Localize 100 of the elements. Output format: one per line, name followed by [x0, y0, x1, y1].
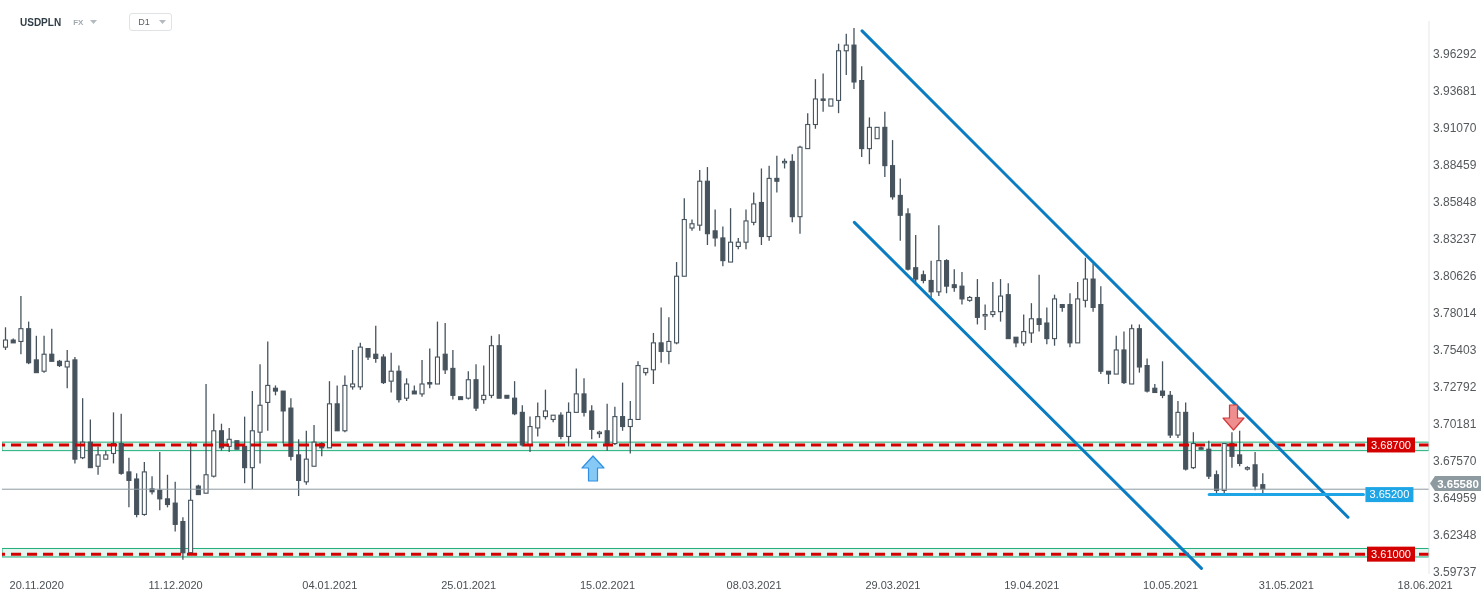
candlestick [1159, 360, 1166, 399]
candlestick [558, 411, 564, 440]
candlestick [465, 370, 471, 401]
candlestick [427, 347, 433, 389]
y-tick-label: 3.72792 [1433, 380, 1477, 395]
candlestick [1252, 451, 1258, 491]
candlestick [64, 349, 70, 389]
x-tick-label: 08.03.2021 [726, 578, 782, 591]
candlestick [928, 259, 934, 299]
chart-title: USDPLN [20, 16, 62, 28]
y-tick-label: 3.93681 [1433, 84, 1477, 99]
candlestick [126, 457, 132, 509]
x-tick-label: 11.12.2020 [148, 578, 203, 591]
candlestick [1021, 313, 1027, 347]
x-tick-label: 10.05.2021 [1143, 578, 1199, 591]
candlestick [1082, 257, 1088, 309]
candlestick [49, 328, 55, 362]
y-tick-label: 3.96292 [1433, 46, 1477, 61]
candlestick [1036, 274, 1042, 333]
candlestick [535, 401, 541, 438]
candlestick [743, 208, 749, 250]
x-tick-label: 25.01.2021 [441, 578, 497, 591]
candlestick [720, 225, 726, 267]
chart-subtitle: FX [73, 17, 84, 27]
candlestick [620, 381, 626, 432]
candlestick [990, 281, 996, 318]
candlestick [280, 390, 286, 445]
candlestick [573, 367, 579, 413]
y-tick-label: 3.59737 [1433, 565, 1477, 580]
candlestick [1175, 400, 1181, 439]
data-label: 3.65200 [1369, 488, 1410, 501]
candlestick [419, 359, 425, 398]
candlestick [959, 271, 965, 306]
y-tick-label: 3.85848 [1433, 195, 1477, 210]
candlestick [442, 322, 448, 375]
candlestick [1028, 302, 1034, 344]
candlestick [658, 306, 664, 364]
candlestick [866, 116, 872, 165]
candlestick [728, 207, 734, 263]
candlestick [157, 451, 163, 511]
ref-line-label: 3.65580 [1437, 477, 1479, 490]
candlestick [18, 295, 24, 355]
candlestick [897, 177, 903, 242]
y-tick-label: 3.70181 [1433, 417, 1477, 432]
candlestick [1237, 430, 1243, 467]
y-tick-label: 3.78014 [1433, 306, 1477, 321]
y-tick-label: 3.83237 [1433, 232, 1477, 247]
candlestick [581, 377, 587, 418]
candlestick [373, 325, 379, 364]
x-tick-label: 31.05.2021 [1258, 578, 1314, 591]
candlestick [751, 191, 757, 226]
candlestick [203, 383, 209, 494]
candlestick [1044, 306, 1050, 345]
y-tick-label: 3.88459 [1433, 158, 1477, 173]
y-tick-label: 3.62348 [1433, 528, 1477, 543]
candlestick [666, 316, 672, 365]
candlestick [172, 481, 178, 533]
candlestick [1229, 431, 1235, 469]
dropdown: D1 [129, 13, 172, 31]
candlestick [542, 389, 548, 421]
candlestick [774, 155, 780, 194]
candlestick [1260, 472, 1266, 494]
candlestick [982, 303, 988, 331]
candlestick [164, 474, 171, 509]
x-tick-label: 19.04.2021 [1004, 578, 1060, 591]
candlestick [303, 430, 309, 486]
candlestick [951, 268, 957, 293]
candlestick [589, 404, 595, 440]
candlestick [265, 340, 271, 432]
x-tick-label: 20.11.2020 [9, 578, 64, 591]
ref-line-label: 3.68700 [1371, 438, 1411, 451]
x-tick-label: 15.02.2021 [579, 578, 636, 591]
candlestick [33, 335, 39, 374]
y-tick-label: 3.80626 [1433, 269, 1477, 284]
candlestick [404, 377, 410, 402]
y-tick-label: 3.67570 [1433, 454, 1477, 469]
candlestick [1213, 469, 1220, 496]
y-tick-label: 3.64959 [1433, 491, 1477, 506]
candlestick [974, 278, 980, 326]
candlestick [913, 234, 919, 283]
candlestick [41, 335, 47, 374]
candlestick [95, 445, 101, 476]
candlestick [242, 415, 248, 484]
candlestick [527, 415, 533, 453]
y-tick-label: 3.91070 [1433, 121, 1477, 136]
y-tick-label: 3.75403 [1433, 343, 1477, 358]
candlestick [481, 364, 487, 405]
annotation: D1 [138, 17, 150, 27]
candlestick [512, 380, 518, 416]
candlestick [820, 72, 826, 113]
candlestick [350, 349, 356, 391]
candlestick [712, 208, 718, 248]
candlestick [997, 278, 1004, 323]
ref-line-label: 3.61000 [1371, 548, 1411, 560]
x-tick-label: 29.03.2021 [865, 578, 921, 591]
candlestick [843, 33, 849, 76]
candlestick [388, 352, 394, 394]
candlestick [627, 400, 633, 455]
x-tick-label: 18.06.2021 [1397, 578, 1453, 591]
x-tick-label: 04.01.2021 [302, 578, 358, 591]
